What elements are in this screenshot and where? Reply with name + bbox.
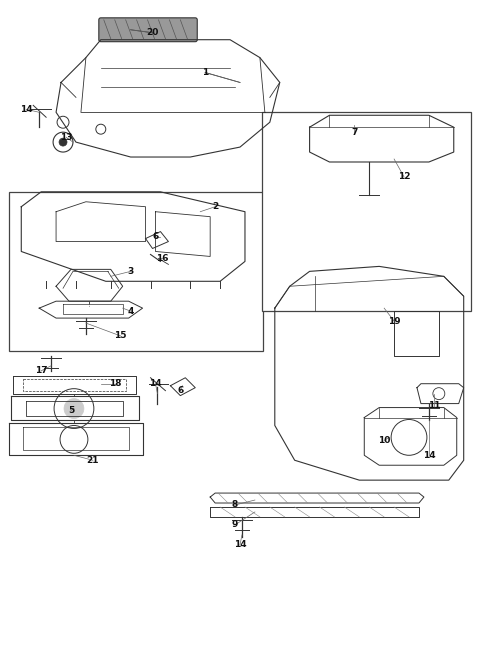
Text: 9: 9 [232,520,238,529]
Text: 8: 8 [232,500,238,509]
Text: 18: 18 [109,379,122,388]
Text: 14: 14 [422,451,435,460]
Text: 5: 5 [68,406,74,415]
Text: 6: 6 [152,232,158,241]
FancyBboxPatch shape [262,113,471,311]
Circle shape [64,399,84,418]
Text: 1: 1 [202,68,208,77]
Text: 2: 2 [212,202,218,211]
Text: 3: 3 [128,267,134,276]
Text: 17: 17 [35,366,48,375]
Text: 11: 11 [428,401,440,410]
Text: 14: 14 [149,379,162,388]
Circle shape [59,138,67,146]
Text: 13: 13 [60,133,72,142]
Text: 20: 20 [146,28,159,37]
Text: 7: 7 [351,128,358,137]
Text: 14: 14 [234,540,246,549]
FancyBboxPatch shape [9,192,263,351]
FancyBboxPatch shape [99,18,197,42]
Text: 15: 15 [114,332,127,340]
Text: 19: 19 [388,316,400,326]
Text: 4: 4 [128,306,134,316]
Text: 16: 16 [156,254,168,263]
Text: 10: 10 [378,436,390,445]
Text: 21: 21 [86,456,99,465]
Text: 12: 12 [398,172,410,181]
Text: 6: 6 [177,386,183,395]
Text: 14: 14 [20,105,33,114]
